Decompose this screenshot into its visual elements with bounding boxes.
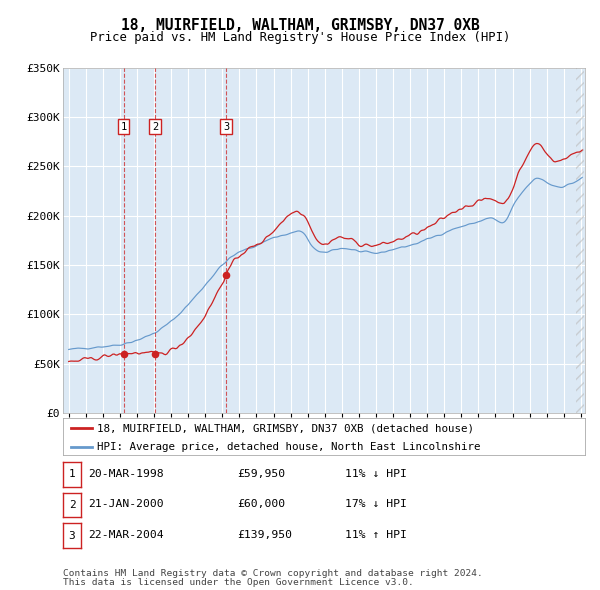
Text: 18, MUIRFIELD, WALTHAM, GRIMSBY, DN37 0XB: 18, MUIRFIELD, WALTHAM, GRIMSBY, DN37 0X… bbox=[121, 18, 479, 32]
Text: 17% ↓ HPI: 17% ↓ HPI bbox=[345, 500, 407, 509]
Bar bbox=[577, 68, 584, 413]
Text: £60,000: £60,000 bbox=[237, 500, 285, 509]
Text: 2: 2 bbox=[68, 500, 76, 510]
Text: 3: 3 bbox=[223, 122, 229, 132]
Text: 2: 2 bbox=[152, 122, 158, 132]
Text: 20-MAR-1998: 20-MAR-1998 bbox=[88, 469, 164, 478]
Text: 21-JAN-2000: 21-JAN-2000 bbox=[88, 500, 164, 509]
Text: £139,950: £139,950 bbox=[237, 530, 292, 540]
Text: This data is licensed under the Open Government Licence v3.0.: This data is licensed under the Open Gov… bbox=[63, 578, 414, 587]
Text: 1: 1 bbox=[121, 122, 127, 132]
Text: Contains HM Land Registry data © Crown copyright and database right 2024.: Contains HM Land Registry data © Crown c… bbox=[63, 569, 483, 578]
Text: 3: 3 bbox=[68, 531, 76, 540]
Text: 1: 1 bbox=[68, 470, 76, 479]
Text: 11% ↓ HPI: 11% ↓ HPI bbox=[345, 469, 407, 478]
Text: HPI: Average price, detached house, North East Lincolnshire: HPI: Average price, detached house, Nort… bbox=[97, 442, 481, 453]
Text: Price paid vs. HM Land Registry's House Price Index (HPI): Price paid vs. HM Land Registry's House … bbox=[90, 31, 510, 44]
Text: £59,950: £59,950 bbox=[237, 469, 285, 478]
Text: 22-MAR-2004: 22-MAR-2004 bbox=[88, 530, 164, 540]
Text: 11% ↑ HPI: 11% ↑ HPI bbox=[345, 530, 407, 540]
Text: 18, MUIRFIELD, WALTHAM, GRIMSBY, DN37 0XB (detached house): 18, MUIRFIELD, WALTHAM, GRIMSBY, DN37 0X… bbox=[97, 424, 474, 433]
